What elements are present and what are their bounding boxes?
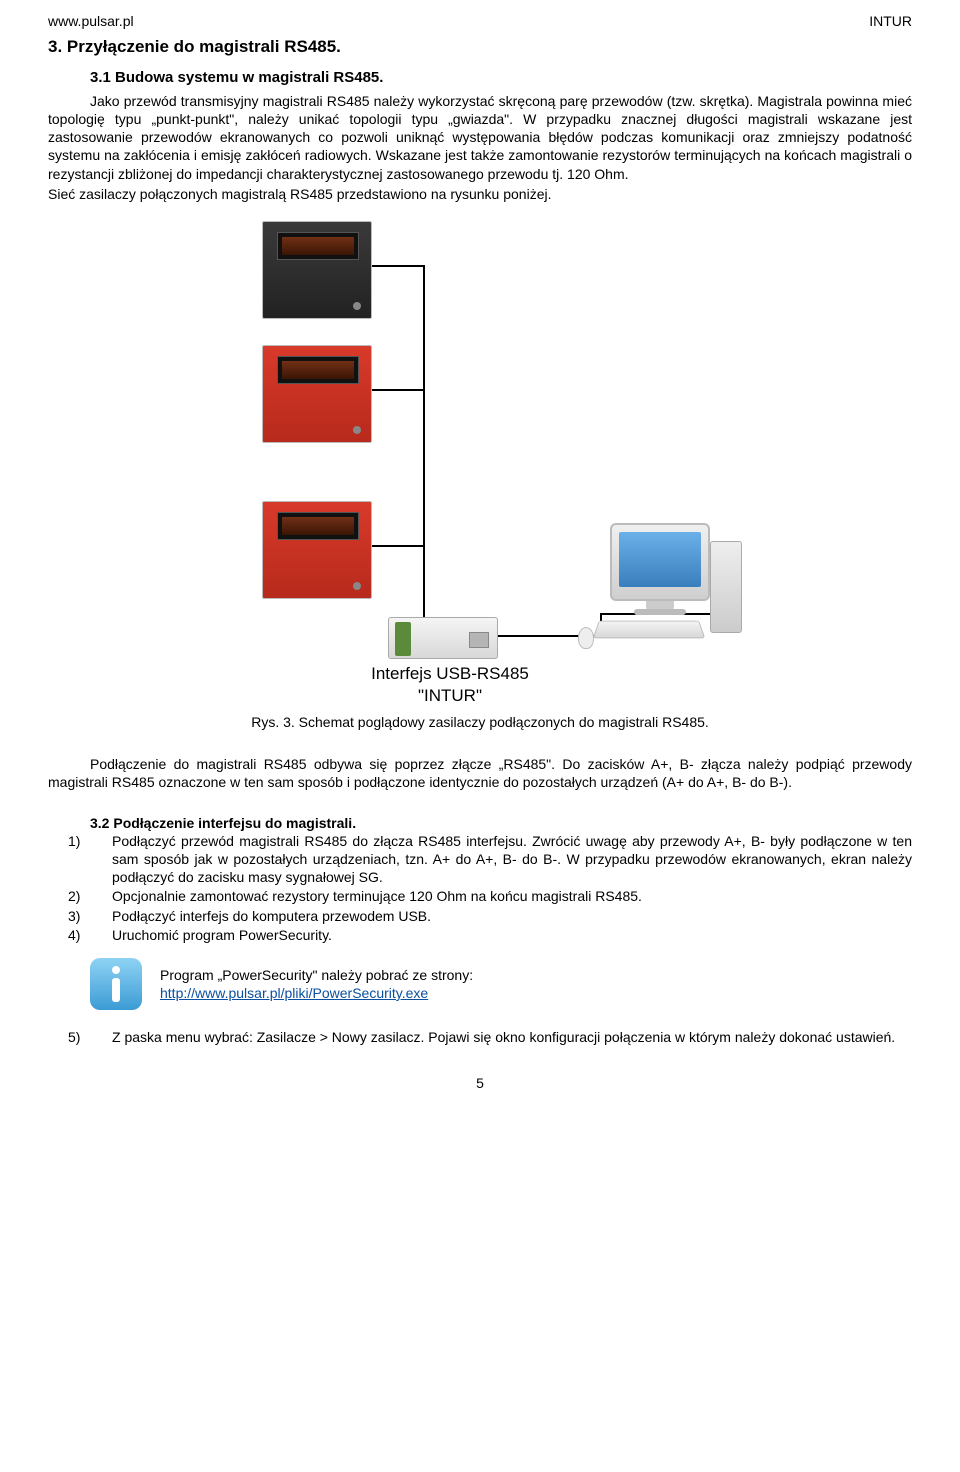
paragraph-2: Sieć zasilaczy połączonych magistralą RS… (48, 185, 912, 203)
paragraph-1: Jako przewód transmisyjny magistrali RS4… (48, 92, 912, 183)
page-number: 5 (48, 1074, 912, 1092)
step-1: 1)Podłączyć przewód magistrali RS485 do … (90, 832, 912, 887)
steps-list-continued: 5)Z paska menu wybrać: Zasilacze > Nowy … (90, 1028, 912, 1046)
usb-rs485-converter (388, 617, 498, 659)
psu-1 (262, 221, 372, 319)
psu-2 (262, 345, 372, 443)
paragraph-3: Podłączenie do magistrali RS485 odbywa s… (48, 755, 912, 791)
wire-stub-2 (372, 389, 424, 391)
header-url: www.pulsar.pl (48, 12, 134, 30)
wire-stub-1 (372, 265, 424, 267)
computer (582, 523, 742, 643)
wire-bus-vertical (423, 265, 425, 637)
info-line-1: Program „PowerSecurity" należy pobrać ze… (160, 966, 473, 984)
step-5: 5)Z paska menu wybrać: Zasilacze > Nowy … (90, 1028, 912, 1046)
step-4: 4)Uruchomić program PowerSecurity. (90, 926, 912, 944)
diagram-label-line2: "INTUR" (350, 685, 550, 707)
diagram-label-line1: Interfejs USB-RS485 (350, 663, 550, 685)
header-product: INTUR (869, 12, 912, 30)
step-3: 3)Podłączyć interfejs do komputera przew… (90, 907, 912, 925)
psu-3 (262, 501, 372, 599)
section-3-1-title: 3.1 Budowa systemu w magistrali RS485. (90, 68, 912, 88)
rs485-diagram: Interfejs USB-RS485 "INTUR" (200, 221, 760, 701)
steps-list: 1)Podłączyć przewód magistrali RS485 do … (90, 832, 912, 944)
section-3-2-title: 3.2 Podłączenie interfejsu do magistrali… (90, 814, 912, 832)
step-2: 2)Opcjonalnie zamontować rezystory termi… (90, 887, 912, 905)
diagram-container: Interfejs USB-RS485 "INTUR" (48, 221, 912, 705)
info-icon (90, 958, 142, 1010)
section-3-title: 3. Przyłączenie do magistrali RS485. (48, 36, 912, 58)
diagram-label: Interfejs USB-RS485 "INTUR" (350, 663, 550, 707)
info-text: Program „PowerSecurity" należy pobrać ze… (160, 966, 473, 1002)
figure-caption: Rys. 3. Schemat poglądowy zasilaczy podł… (48, 713, 912, 731)
page-header: www.pulsar.pl INTUR (48, 12, 912, 30)
download-link[interactable]: http://www.pulsar.pl/pliki/PowerSecurity… (160, 985, 428, 1001)
info-callout: Program „PowerSecurity" należy pobrać ze… (90, 958, 912, 1010)
wire-stub-3 (372, 545, 424, 547)
